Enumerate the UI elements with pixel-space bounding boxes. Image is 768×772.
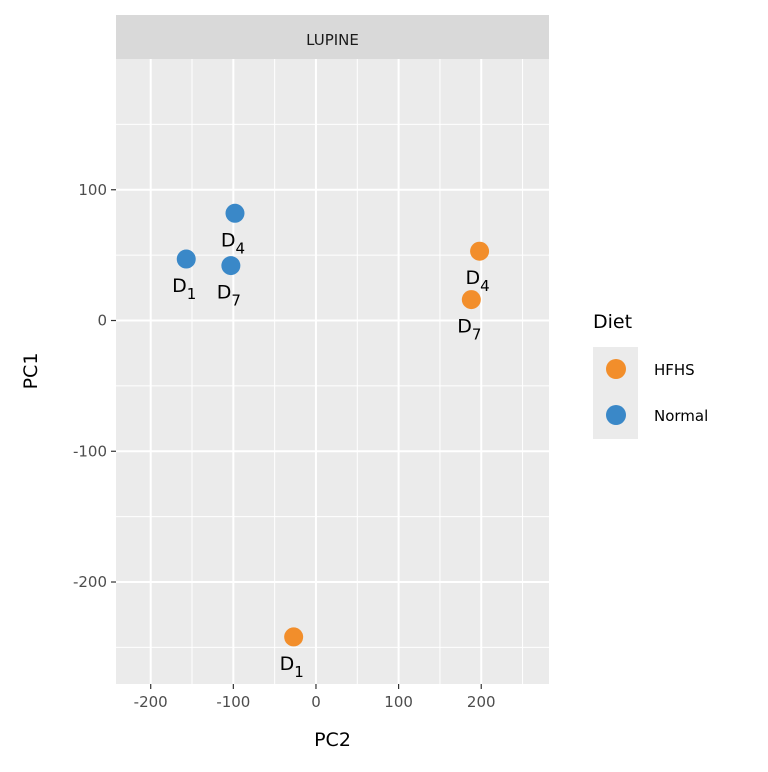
major-gridlines [116, 59, 549, 684]
data-points [176, 203, 490, 647]
data-point-labels: D1 D4 D7 D1 D4 D7 [172, 229, 490, 681]
point-normal-d4 [225, 203, 245, 223]
point-normal-d1 [176, 249, 196, 269]
x-axis-ticks: -200 -100 0 100 200 [134, 684, 496, 711]
x-axis-title: PC2 [314, 729, 351, 751]
legend-key-hfhs [606, 359, 626, 379]
x-tick-label: 200 [467, 693, 496, 711]
y-tick-label: 100 [78, 181, 107, 199]
plot-panel [116, 59, 549, 684]
point-label-hfhs-d7: D7 [457, 316, 481, 344]
x-tick-label: -200 [134, 693, 168, 711]
point-label-normal-d7: D7 [217, 282, 241, 310]
legend-label-hfhs: HFHS [654, 361, 695, 379]
x-tick-label: 0 [311, 693, 321, 711]
x-tick-label: 100 [384, 693, 413, 711]
point-label-hfhs-d4: D4 [465, 267, 489, 295]
x-tick-label: -100 [216, 693, 250, 711]
point-label-normal-d4: D4 [221, 229, 245, 257]
y-axis-title: PC1 [20, 353, 42, 390]
point-label-normal-d1: D1 [172, 275, 196, 303]
point-hfhs-d4 [470, 241, 490, 261]
legend-title: Diet [593, 311, 632, 333]
facet-strip [116, 15, 549, 59]
point-label-hfhs-d1: D1 [280, 653, 304, 681]
legend-key-normal [606, 405, 626, 425]
y-tick-label: -200 [73, 573, 107, 591]
y-axis-ticks: 100 0 -100 -200 [73, 181, 116, 591]
point-hfhs-d1 [284, 627, 304, 647]
point-hfhs-d7 [461, 290, 481, 310]
legend-label-normal: Normal [654, 407, 708, 425]
y-tick-label: 0 [97, 312, 107, 330]
facet-strip-label: LUPINE [306, 31, 359, 49]
point-normal-d7 [221, 256, 241, 276]
y-tick-label: -100 [73, 442, 107, 460]
legend-items: HFHS Normal [606, 359, 708, 425]
